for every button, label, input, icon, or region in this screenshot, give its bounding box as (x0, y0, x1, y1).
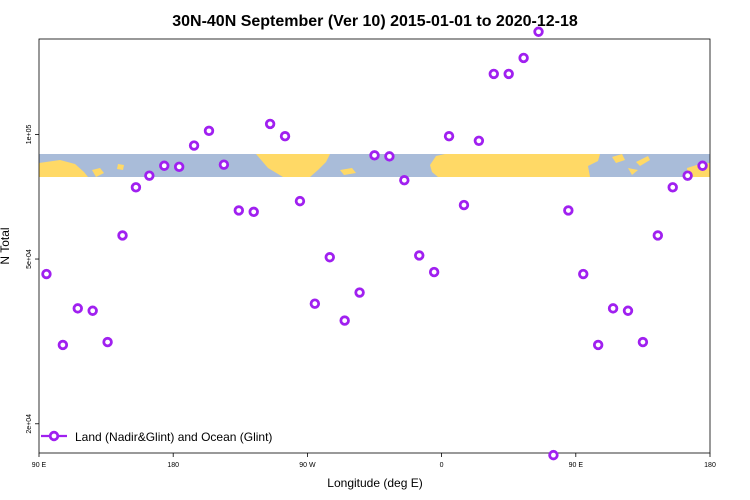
map-land (628, 168, 638, 175)
data-point (324, 252, 335, 263)
data-point (518, 52, 529, 64)
data-point (117, 230, 128, 241)
background-map-strip (39, 154, 710, 177)
plot-frame (38, 38, 711, 454)
data-point (488, 68, 499, 80)
x-tick-label: 180 (704, 462, 716, 469)
data-point (248, 206, 259, 218)
data-point (652, 230, 664, 241)
y-axis-label: N Total (0, 227, 12, 264)
map-land (92, 168, 104, 177)
data-point (173, 161, 185, 173)
data-point (102, 336, 113, 348)
data-point (72, 303, 83, 314)
data-point (264, 118, 276, 130)
y-tick-label: 1e+05 (26, 124, 33, 144)
data-point (533, 26, 544, 37)
data-point (203, 125, 215, 137)
x-tick-label: 90 W (299, 462, 316, 469)
data-point (414, 250, 425, 261)
y-tick-label: 5e+04 (26, 249, 33, 269)
data-point (309, 298, 321, 309)
data-point (697, 160, 708, 171)
legend-marker (48, 430, 60, 442)
legend-label: Land (Nadir&Glint) and Ocean (Glint) (75, 430, 272, 444)
data-point (563, 205, 574, 216)
data-point (622, 305, 634, 316)
data-point (218, 159, 230, 170)
data-point (57, 339, 69, 351)
data-point (354, 287, 365, 298)
data-point (578, 268, 589, 280)
data-point (339, 315, 350, 326)
data-point (41, 268, 52, 280)
data-point (159, 160, 170, 171)
x-tick-label: 90 E (569, 462, 584, 469)
data-point (443, 131, 455, 142)
data-point (399, 175, 410, 186)
x-tick-label: 180 (167, 462, 179, 469)
map-land (39, 160, 88, 177)
map-land (430, 154, 600, 177)
data-point (144, 170, 155, 181)
data-point (592, 339, 604, 351)
y-axis: 2e+04 5e+04 1e+05 (26, 124, 39, 434)
data-point (384, 151, 395, 162)
data-point (548, 449, 559, 461)
data-point (473, 135, 485, 147)
map-land (256, 154, 330, 177)
data-point (294, 195, 306, 207)
x-tick-label: 0 (440, 462, 444, 469)
data-point (233, 205, 245, 216)
x-axis: 90 E 180 90 W 0 90 E 180 (32, 453, 716, 469)
data-point (682, 170, 693, 181)
legend: Land (Nadir&Glint) and Ocean (Glint) (41, 430, 272, 444)
data-point (188, 140, 200, 151)
data-point (667, 182, 678, 193)
map-land (117, 164, 124, 170)
data-point (279, 131, 291, 142)
data-point (130, 182, 142, 193)
x-axis-label: Longitude (deg E) (327, 476, 422, 490)
data-points (41, 26, 708, 461)
data-point (503, 68, 514, 80)
data-point (458, 199, 470, 211)
y-tick-label: 2e+04 (26, 414, 33, 434)
x-tick-label: 90 E (32, 462, 47, 469)
map-land (636, 156, 650, 166)
chart-title: 30N-40N September (Ver 10) 2015-01-01 to… (172, 13, 578, 30)
data-point (87, 305, 98, 316)
map-land (612, 154, 625, 163)
data-point (369, 150, 380, 161)
data-point (637, 336, 649, 348)
data-point (428, 266, 440, 278)
map-land (340, 168, 356, 175)
data-point (607, 303, 619, 314)
